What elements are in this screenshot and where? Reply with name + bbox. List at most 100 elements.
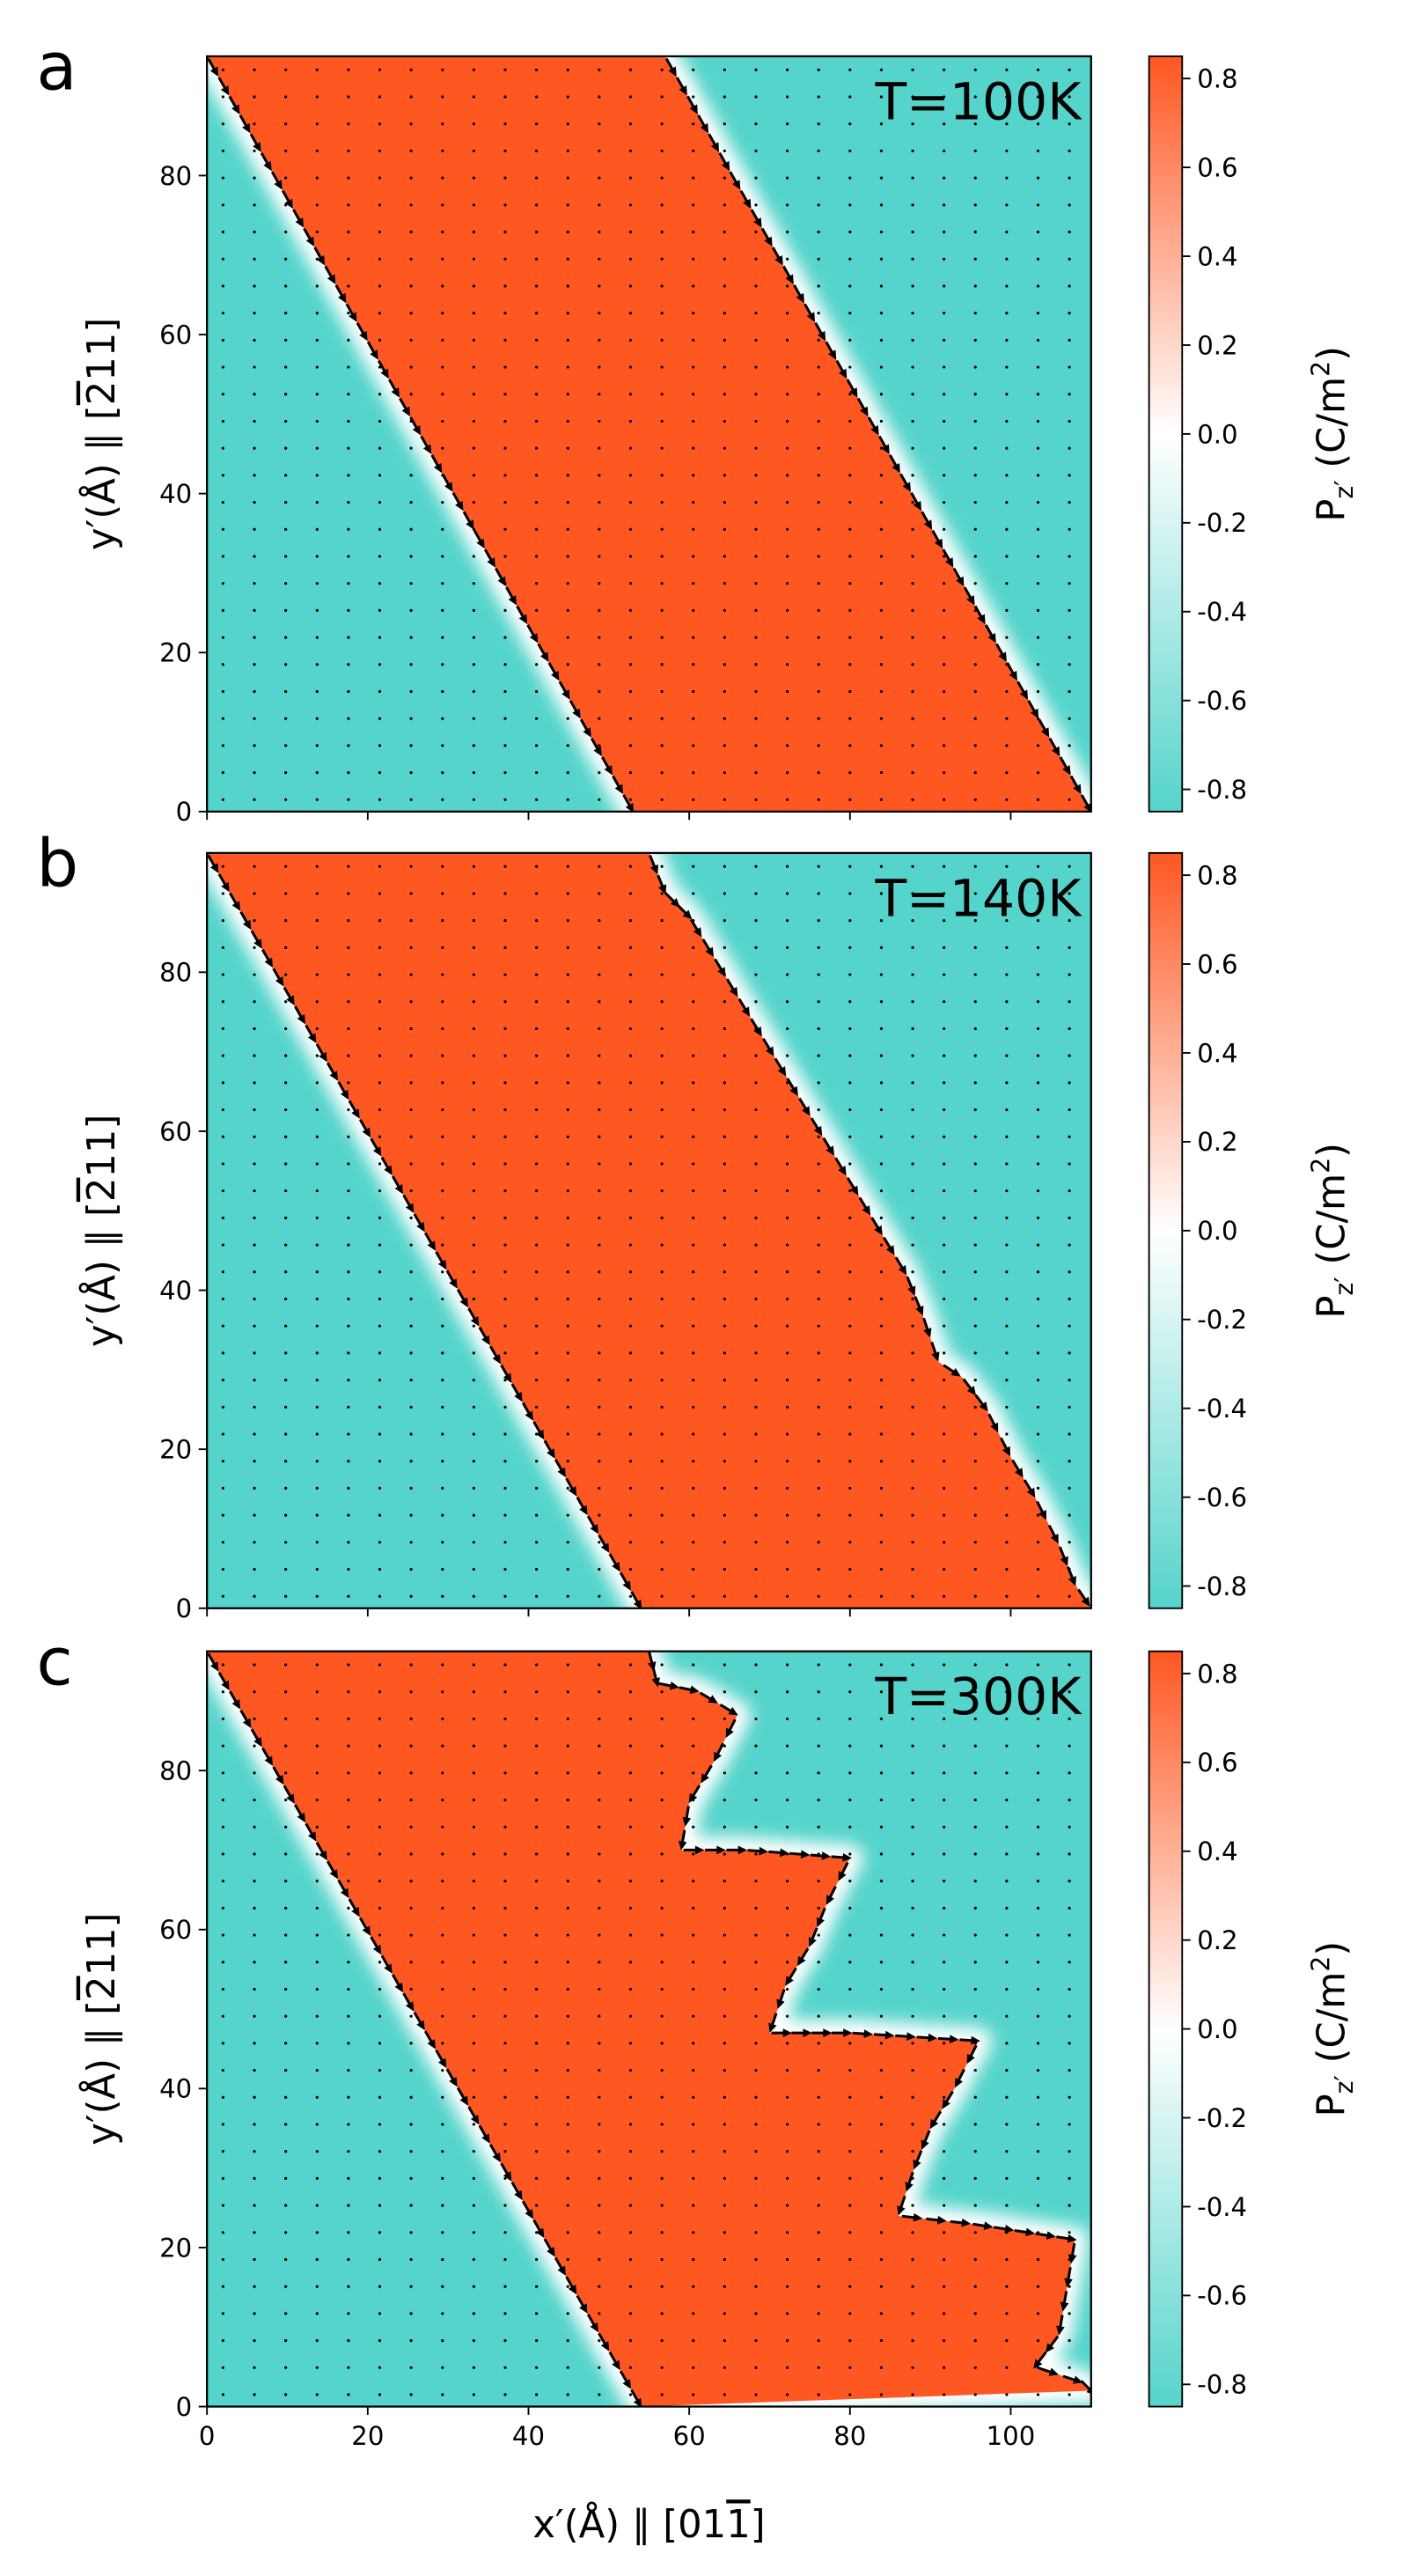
- dipole-dot: [628, 2285, 633, 2288]
- dipole-dot: [409, 1961, 413, 1964]
- polarization-arrow-head: [263, 160, 272, 172]
- dipole-dot: [566, 973, 569, 976]
- dipole-dot: [1005, 798, 1009, 801]
- dipole-dot: [347, 1880, 350, 1883]
- colorbar-label-unit: (C/m: [1310, 1174, 1354, 1277]
- dipole-dot: [973, 1744, 977, 1748]
- dipole-dot: [1005, 1270, 1009, 1274]
- dipole-dot: [598, 1432, 601, 1436]
- colorbar-tick-label: 0.2: [1197, 1925, 1237, 1955]
- dipole-dot: [628, 2176, 633, 2180]
- dipole-dot: [785, 1189, 789, 1193]
- dipole-dot: [1005, 2257, 1009, 2262]
- dipole-dot: [221, 1027, 225, 1031]
- dipole-dot: [848, 2068, 852, 2072]
- dipole-dot: [221, 2150, 225, 2153]
- dipole-dot: [503, 2231, 507, 2234]
- dipole-dot: [1036, 1961, 1040, 1964]
- dipole-dot: [785, 919, 789, 923]
- dipole-dot: [943, 555, 946, 558]
- dipole-dot: [221, 1216, 225, 1219]
- dipole-dot: [943, 2123, 946, 2126]
- colorbar-tick-label: -0.4: [1197, 597, 1247, 627]
- positive-domain: [207, 55, 1091, 812]
- dipole-dot: [754, 689, 758, 694]
- dipole-dot: [973, 1027, 977, 1031]
- dipole-dot: [284, 1405, 288, 1409]
- dipole-dot: [409, 2312, 413, 2315]
- dipole-dot: [284, 1987, 288, 1991]
- dipole-dot: [441, 1744, 444, 1748]
- dipole-dot: [692, 2339, 695, 2343]
- dipole-dot: [221, 608, 225, 612]
- colorbar-label-sub: z′: [1330, 1277, 1359, 1295]
- polarization-arrow-head: [319, 1850, 327, 1861]
- dipole-dot: [472, 1405, 475, 1409]
- dipole-dot: [315, 1852, 319, 1856]
- dipole-dot: [1036, 1135, 1040, 1138]
- dipole-dot: [879, 973, 884, 976]
- dipole-dot: [409, 1405, 413, 1409]
- dipole-dot: [409, 1243, 413, 1247]
- dipole-dot: [1005, 419, 1009, 423]
- dipole-dot: [315, 1378, 319, 1382]
- polarization-arrow-head: [391, 387, 400, 398]
- dipole-dot: [628, 2042, 633, 2045]
- dipole-dot: [409, 284, 413, 288]
- dipole-dot: [754, 122, 758, 126]
- dipole-dot: [628, 2257, 633, 2262]
- polarization-arrow-head: [561, 689, 570, 700]
- polarization-arrow-head: [1009, 670, 1017, 681]
- dipole-dot: [221, 527, 225, 531]
- dipole-dot: [284, 1880, 288, 1883]
- dipole-dot: [973, 500, 977, 504]
- dipole-dot: [1068, 2095, 1071, 2099]
- dipole-dot: [628, 1690, 633, 1694]
- dipole-dot: [221, 2231, 225, 2234]
- dipole-dot: [315, 1541, 319, 1544]
- dipole-dot: [1036, 338, 1040, 342]
- dipole-dot: [221, 555, 225, 558]
- dipole-dot: [598, 474, 601, 477]
- dipole-dot: [1068, 1594, 1071, 1598]
- dipole-dot: [723, 946, 726, 949]
- dipole-dot: [660, 973, 664, 976]
- dipole-dot: [911, 1243, 914, 1247]
- dipole-dot: [347, 149, 350, 153]
- polarization-arrow-head: [449, 1278, 458, 1289]
- dipole-dot: [943, 946, 946, 949]
- polarization-arrow-head: [945, 557, 954, 568]
- dipole-dot: [566, 2176, 569, 2180]
- dipole-dot: [315, 717, 319, 720]
- dipole-dot: [879, 365, 884, 369]
- dipole-dot: [503, 1270, 507, 1274]
- dipole-dot: [441, 2231, 444, 2234]
- dipole-dot: [754, 2176, 758, 2180]
- dipole-dot: [221, 1717, 225, 1721]
- dipole-dot: [973, 1162, 977, 1166]
- dipole-dot: [817, 527, 820, 531]
- dipole-dot: [754, 1717, 758, 1721]
- dipole-dot: [566, 1216, 569, 1219]
- dipole-dot: [503, 1567, 507, 1571]
- dipole-dot: [284, 1378, 288, 1382]
- axes-frame: [206, 851, 1092, 1609]
- dipole-dot: [409, 1663, 413, 1667]
- dipole-dot: [692, 2231, 695, 2234]
- dipole-dot: [723, 257, 726, 261]
- colorbar-tick-label: -0.6: [1197, 1483, 1247, 1512]
- dipole-dot: [1068, 1054, 1071, 1057]
- dipole-dot: [347, 1054, 350, 1057]
- dipole-dot: [692, 1717, 695, 1721]
- polarization-arrow-head: [977, 614, 986, 624]
- dipole-dot: [253, 798, 256, 801]
- dipole-dot: [754, 1432, 758, 1436]
- colorbar-label-sub: z′: [1330, 2075, 1359, 2094]
- dipole-dot: [1068, 1513, 1071, 1517]
- dipole-dot: [848, 1297, 852, 1301]
- dipole-dot: [535, 1216, 539, 1219]
- dipole-dot: [253, 1961, 256, 1964]
- dipole-dot: [785, 2042, 789, 2045]
- dipole-dot: [347, 2366, 350, 2369]
- dipole-dot: [1036, 1108, 1040, 1112]
